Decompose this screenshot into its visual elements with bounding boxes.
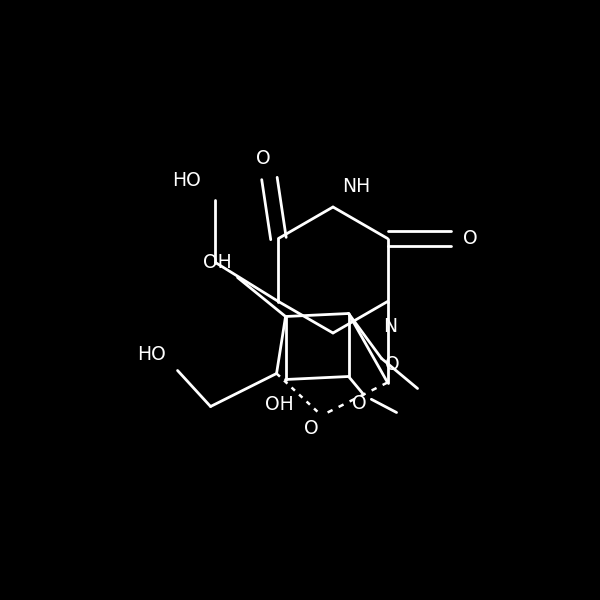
Text: NH: NH bbox=[342, 177, 370, 196]
Text: HO: HO bbox=[137, 346, 166, 364]
Text: OH: OH bbox=[265, 395, 294, 413]
Text: O: O bbox=[463, 229, 477, 248]
Text: O: O bbox=[385, 355, 399, 374]
Text: N: N bbox=[383, 317, 398, 335]
Text: OH: OH bbox=[203, 253, 232, 271]
Text: O: O bbox=[352, 394, 366, 413]
Text: HO: HO bbox=[172, 172, 200, 190]
Text: O: O bbox=[256, 149, 271, 168]
Text: O: O bbox=[304, 419, 319, 437]
